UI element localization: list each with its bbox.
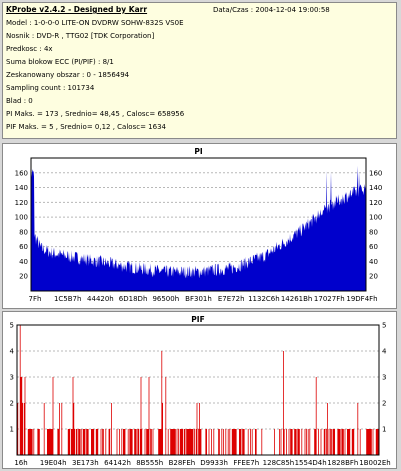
y-tick-label-left: 120 <box>15 199 28 207</box>
x-tick-label: 8B555h <box>136 459 163 467</box>
y-tick-label-left: 2 <box>10 400 14 408</box>
info-panel: KProbe v2.4.2 - Designed by Karr Data/Cz… <box>2 2 397 139</box>
x-tick-label: FFEE7h <box>233 459 259 467</box>
x-tick-label: 1B002Eh <box>359 459 390 467</box>
x-tick-label: 64142h <box>104 459 131 467</box>
x-tick-label: 3E173h <box>72 459 99 467</box>
y-tick-label-left: 140 <box>15 184 28 192</box>
y-tick-label-left: 1 <box>10 426 14 434</box>
pi-series <box>31 165 366 291</box>
y-tick-label-right: 140 <box>369 184 382 192</box>
y-tick-label-right: 3 <box>382 374 386 382</box>
y-tick-label-left: 5 <box>10 322 14 330</box>
info-line-media: Nosnik : DVD-R , TTG02 [TDK Corporation] <box>6 32 155 40</box>
y-tick-label-right: 1 <box>382 426 386 434</box>
x-tick-label: 14261Bh <box>281 295 313 303</box>
x-tick-label: 96500h <box>152 295 179 303</box>
x-tick-label: 1C5B7h <box>54 295 82 303</box>
info-line-ecc-sum: Suma blokow ECC (PI/PIF) : 8/1 <box>6 58 114 66</box>
plot-border <box>30 157 367 292</box>
app-title: KProbe v2.4.2 - Designed by Karr <box>6 5 148 14</box>
y-tick-label-right: 40 <box>369 258 378 266</box>
x-tick-label: 1132C6h <box>248 295 280 303</box>
x-tick-label: 16h <box>14 459 27 467</box>
pif-chart-panel: PIF 1 1 2 2 3 3 4 4 5 5 16h 19E04h 3E173h 64142h 8B555h… <box>2 311 397 469</box>
x-tick-label: D9933h <box>200 459 228 467</box>
y-tick-label-right: 5 <box>382 322 386 330</box>
y-tick-label-left: 80 <box>19 228 28 236</box>
x-tick-label: 1828BFh <box>327 459 358 467</box>
y-tick-label-left: 20 <box>19 273 28 281</box>
x-tick-label: E7E72h <box>218 295 245 303</box>
y-tick-label-right: 20 <box>369 273 378 281</box>
y-tick-label-right: 160 <box>369 169 382 177</box>
x-tick-label: 1554D4h <box>295 459 327 467</box>
y-tick-label-right: 2 <box>382 400 386 408</box>
y-tick-label-left: 160 <box>15 169 28 177</box>
y-tick-label-left: 40 <box>19 258 28 266</box>
info-line-sampling-count: Sampling count : 101734 <box>6 84 95 92</box>
x-tick-label: 19DF4Fh <box>346 295 377 303</box>
x-tick-label: BF301h <box>185 295 212 303</box>
info-line-model: Model : 1-0-0-0 LITE-ON DVDRW SOHW-832S … <box>6 19 184 27</box>
info-line-scanned-area: Zeskanowany obszar : 0 - 1856494 <box>6 71 130 79</box>
y-tick-label-right: 4 <box>382 348 387 356</box>
y-tick-label-left: 3 <box>10 374 14 382</box>
pi-chart-panel: PI 20 20 40 40 60 60 80 80 100 100 120 120 140 140 160 1… <box>2 143 397 309</box>
y-tick-label-right: 60 <box>369 243 378 251</box>
pi-chart: PI 20 20 40 40 60 60 80 80 100 100 120 120 140 140 160 1… <box>15 147 383 303</box>
y-tick-label-left: 60 <box>19 243 28 251</box>
x-tick-label: 44420h <box>87 295 114 303</box>
info-line-pif-stats: PIF Maks. = 5 , Srednio= 0,12 , Calosc= … <box>6 123 166 131</box>
x-tick-label: 17027Fh <box>314 295 345 303</box>
info-line-pi-stats: PI Maks. = 173 , Srednio= 48,45 , Calosc… <box>6 110 185 118</box>
x-tick-label: B28FEh <box>169 459 196 467</box>
x-tick-label: 19E04h <box>40 459 67 467</box>
x-tick-label: 7Fh <box>29 295 42 303</box>
info-line-speed: Predkosc : 4x <box>6 45 53 53</box>
plot-border <box>16 324 380 456</box>
x-tick-label: 128C85h <box>263 459 295 467</box>
datetime-label: Data/Czas : 2004-12-04 19:00:58 <box>213 6 330 14</box>
y-tick-label-right: 80 <box>369 228 378 236</box>
y-tick-label-left: 100 <box>15 214 28 222</box>
y-tick-label-right: 120 <box>369 199 382 207</box>
y-tick-label-left: 4 <box>10 348 15 356</box>
chart-title: PIF <box>191 315 204 324</box>
chart-title: PI <box>194 147 202 156</box>
pif-chart: PIF 1 1 2 2 3 3 4 4 5 5 16h 19E04h 3E173h 64142h 8B555h… <box>10 315 391 467</box>
y-tick-label-right: 100 <box>369 214 382 222</box>
info-line-error: Blad : 0 <box>6 97 33 105</box>
x-tick-label: 6D18Dh <box>119 295 148 303</box>
